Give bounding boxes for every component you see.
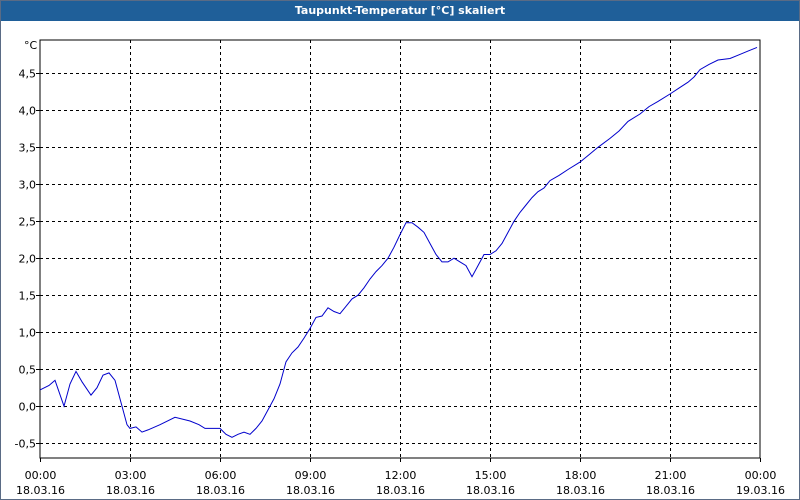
y-tick-label: 2,0: [19, 253, 37, 266]
x-tick-time-label: 00:00: [25, 469, 57, 482]
x-tick-date-label: 18.03.16: [376, 484, 425, 497]
y-tick-label: 2,5: [19, 216, 37, 229]
y-tick-label: -0,5: [15, 438, 36, 451]
x-tick-date-label: 18.03.16: [646, 484, 695, 497]
x-tick-date-label: 18.03.16: [106, 484, 155, 497]
x-tick-time-label: 03:00: [115, 469, 147, 482]
x-tick-time-label: 15:00: [475, 469, 507, 482]
y-tick-label: 4,0: [19, 105, 37, 118]
x-tick-time-label: 06:00: [205, 469, 237, 482]
series-layer: [39, 46, 758, 438]
x-tick-time-label: 21:00: [655, 469, 687, 482]
x-tick-date-label: 18.03.16: [466, 484, 515, 497]
x-tick-time-label: 09:00: [295, 469, 327, 482]
x-tick-time-label: 18:00: [565, 469, 597, 482]
y-tick-label: 3,0: [19, 179, 37, 192]
x-tick-date-label: 19.03.16: [736, 484, 785, 497]
x-tick-date-label: 18.03.16: [286, 484, 335, 497]
chart-title: Taupunkt-Temperatur [°C] skaliert: [294, 4, 506, 17]
x-tick-date-label: 18.03.16: [556, 484, 605, 497]
y-tick-label: 0,5: [19, 364, 37, 377]
x-tick-time-label: 00:00: [745, 469, 777, 482]
x-tick-date-label: 18.03.16: [16, 484, 65, 497]
x-tick-time-label: 12:00: [385, 469, 417, 482]
y-tick-label: 0,0: [19, 401, 37, 414]
y-tick-label: 4,5: [19, 68, 37, 81]
grid-lines: [40, 40, 760, 458]
y-tick-label: 1,0: [19, 327, 37, 340]
y-axis-ticks: -0,5 0,0 0,5 1,0 1,5 2,0 2,5 3,0 3,5 4,0 4,5: [15, 68, 40, 451]
x-tick-date-label: 18.03.16: [196, 484, 245, 497]
y-tick-label: 3,5: [19, 142, 37, 155]
series-line: [39, 46, 758, 438]
title-bar: Taupunkt-Temperatur [°C] skaliert: [1, 1, 799, 21]
x-axis-ticks: 00:00 18.03.16 03:00 18.03.16 06:00 18.03.16 0…: [16, 458, 785, 497]
y-axis-unit-label: °C: [24, 39, 38, 52]
y-tick-label: 1,5: [19, 290, 37, 303]
